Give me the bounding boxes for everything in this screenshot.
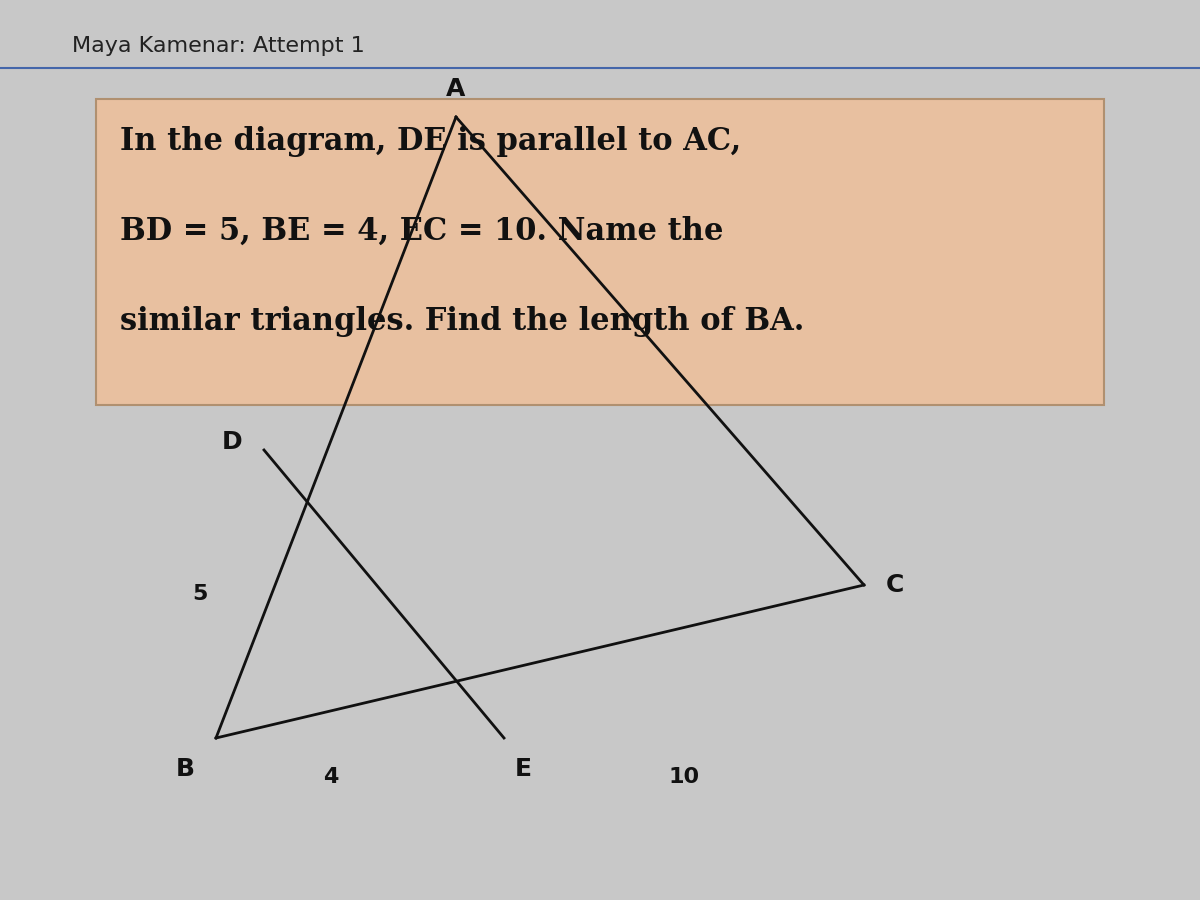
FancyBboxPatch shape: [96, 99, 1104, 405]
Text: similar triangles. Find the length of BA.: similar triangles. Find the length of BA…: [120, 306, 804, 337]
Text: 4: 4: [324, 767, 338, 788]
Text: BD = 5, BE = 4, EC = 10. Name the: BD = 5, BE = 4, EC = 10. Name the: [120, 216, 724, 247]
Text: Maya Kamenar: Attempt 1: Maya Kamenar: Attempt 1: [72, 36, 365, 56]
Text: D: D: [222, 430, 242, 454]
Text: In the diagram, DE is parallel to AC,: In the diagram, DE is parallel to AC,: [120, 126, 742, 157]
Text: E: E: [515, 758, 532, 781]
Text: C: C: [886, 573, 904, 597]
Text: 10: 10: [668, 767, 700, 788]
Text: 5: 5: [192, 584, 208, 604]
Text: B: B: [175, 758, 194, 781]
Text: A: A: [446, 76, 466, 101]
